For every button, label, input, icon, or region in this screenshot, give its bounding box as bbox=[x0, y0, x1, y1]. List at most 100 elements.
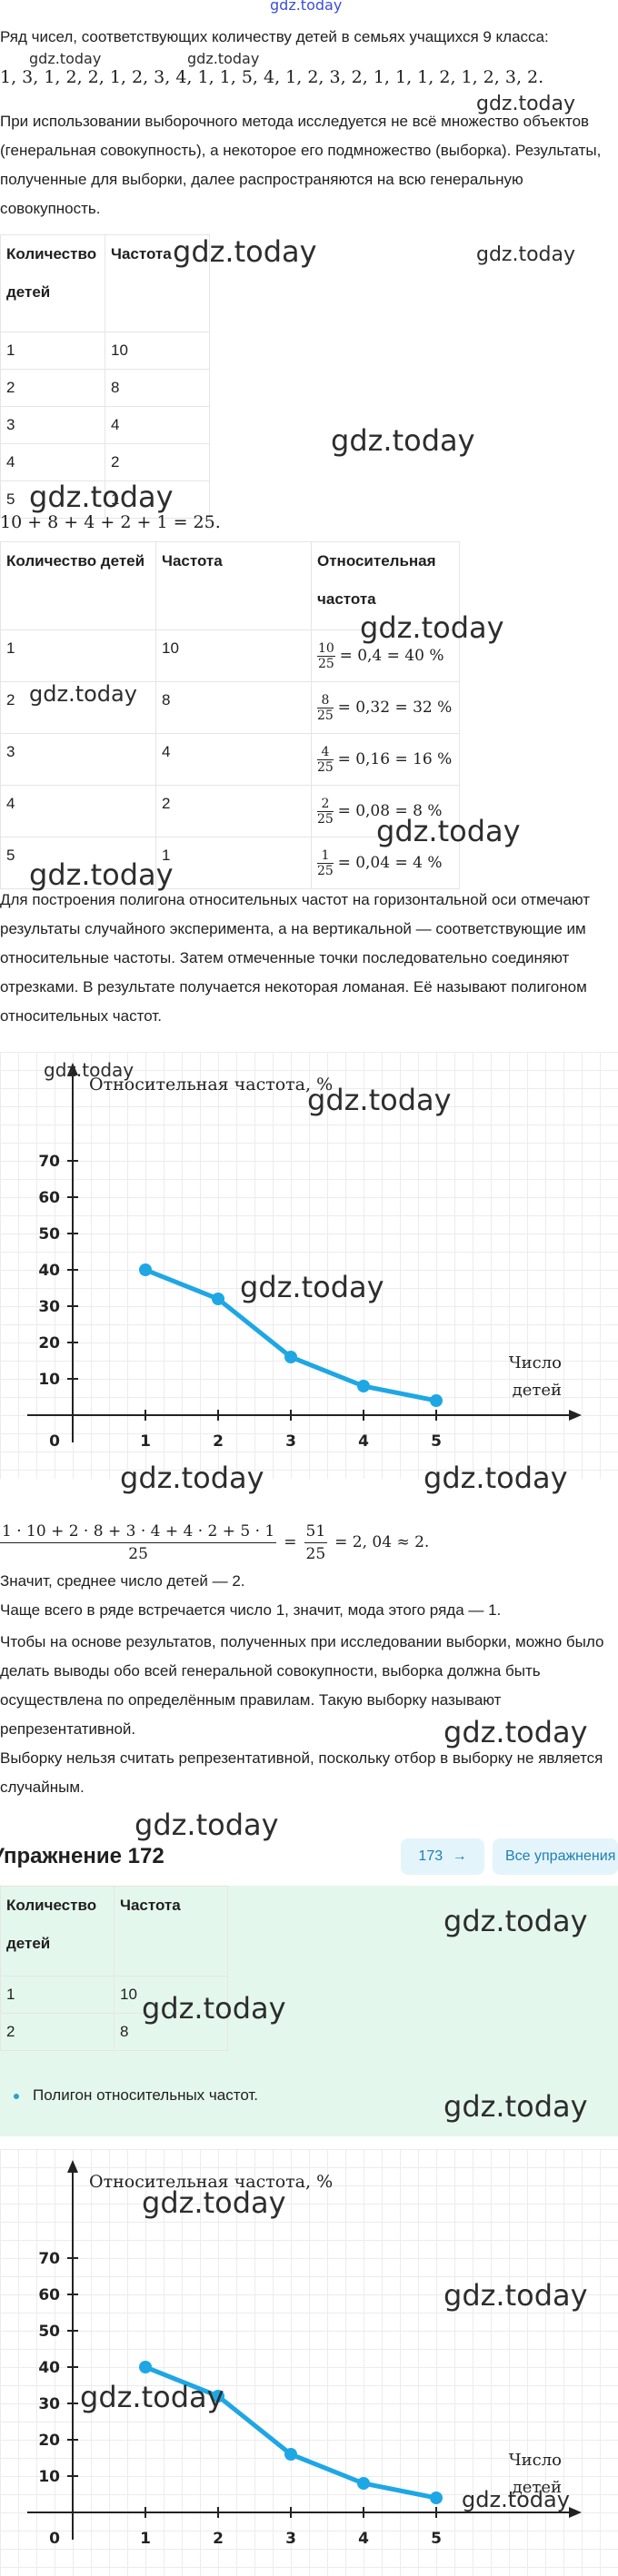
watermark: gdz.today bbox=[331, 423, 475, 458]
frequency-table: Количество детей Частота 1 10 2 8 3 4 4 … bbox=[0, 234, 210, 519]
y-tick-label: 20 bbox=[38, 1334, 60, 1352]
x-axis-label: детей bbox=[513, 1381, 562, 1400]
cell-freq: 2 bbox=[155, 785, 312, 837]
polygon-chart-1: 10 20 30 40 50 60 70 1 2 3 4 5 0 Относительная частот… bbox=[0, 1052, 618, 1479]
header-count: Количество детей bbox=[0, 541, 156, 630]
solution-table: Количество детей Частота 1 10 2 8 bbox=[0, 1886, 228, 2051]
fraction-denominator: 25 bbox=[317, 863, 334, 878]
y-tick-label: 30 bbox=[38, 2395, 60, 2413]
watermark: gdz.today bbox=[476, 93, 576, 115]
fraction-numerator: 1 bbox=[317, 848, 334, 864]
table-row: 4 2 2 25 = 0,08 = 8 % bbox=[0, 785, 460, 837]
data-point bbox=[357, 2477, 370, 2490]
cell-relfreq: 4 25 = 0,16 = 16 % bbox=[311, 733, 460, 786]
next-exercise-button[interactable]: 173 → bbox=[401, 1838, 484, 1875]
relfreq-expression: = 0,4 = 40 % bbox=[339, 646, 444, 665]
table-row: 3 4 bbox=[0, 406, 210, 444]
watermark: gdz.today bbox=[240, 1270, 384, 1304]
watermark: gdz.today bbox=[142, 2185, 286, 2220]
y-tick-label: 40 bbox=[38, 1262, 60, 1280]
watermark: gdz.today bbox=[44, 1059, 135, 1081]
relative-frequency-table: Количество детей Частота Относительная ч… bbox=[0, 541, 460, 889]
header-relfreq: Относительная частота bbox=[311, 541, 460, 630]
x-axis-label: Число bbox=[509, 2451, 562, 2470]
fraction: 10 25 bbox=[317, 641, 335, 671]
cell-freq: 8 bbox=[114, 2013, 228, 2051]
watermark: gdz.today bbox=[135, 1808, 279, 1842]
data-point bbox=[212, 1293, 224, 1305]
watermark: gdz.today bbox=[29, 50, 102, 67]
cell-count: 2 bbox=[0, 369, 105, 407]
fraction-denominator: 25 bbox=[317, 759, 334, 775]
arrow-right-icon: → bbox=[452, 1848, 467, 1864]
polygon-chart-2: 10 20 30 40 50 60 70 1 2 3 4 5 0 Относительная частот… bbox=[0, 2149, 618, 2576]
watermark: gdz.today bbox=[476, 243, 576, 266]
cell-relfreq: 10 25 = 0,4 = 40 % bbox=[311, 629, 460, 682]
table-row: 2 8 bbox=[0, 2013, 228, 2051]
equals-sign: = bbox=[284, 1533, 297, 1551]
paragraph-polygon: Для построения полигона относительных ча… bbox=[0, 891, 591, 1025]
fraction-denominator: 25 bbox=[317, 811, 334, 827]
cell-freq: 10 bbox=[114, 1976, 228, 2014]
all-exercises-button[interactable]: Все упражнения bbox=[493, 1838, 618, 1875]
intro-line: Ряд чисел, соответствующих количеству де… bbox=[0, 28, 549, 45]
site-logo[interactable]: gdz.today bbox=[270, 0, 343, 14]
y-tick-label: 40 bbox=[38, 2359, 60, 2377]
y-axis-label: Относительная частота, % bbox=[89, 2172, 333, 2192]
table-row: 2 8 bbox=[0, 369, 210, 407]
relfreq-expression: = 0,32 = 32 % bbox=[337, 698, 453, 717]
watermark: gdz.today bbox=[307, 1083, 452, 1117]
fraction: 4 25 bbox=[317, 745, 334, 775]
cell-count: 4 bbox=[0, 443, 105, 481]
cell-relfreq: 1 25 = 0,04 = 4 % bbox=[311, 837, 460, 889]
table-header-row: Количество детей Частота Относительная ч… bbox=[0, 541, 460, 630]
conclusion-mode: Чаще всего в ряде встречается число 1, з… bbox=[0, 1601, 502, 1619]
watermark: gdz.today bbox=[424, 1461, 568, 1495]
watermark: gdz.today bbox=[444, 2089, 588, 2124]
y-tick-label: 50 bbox=[38, 1225, 60, 1243]
watermark: gdz.today bbox=[444, 1904, 588, 1938]
origin-label: 0 bbox=[49, 1432, 60, 1451]
fraction: 1 · 10 + 2 · 8 + 3 · 4 + 4 · 2 + 5 · 1 2… bbox=[0, 1521, 277, 1565]
data-point bbox=[284, 2448, 297, 2461]
relfreq-expression: = 0,08 = 8 % bbox=[337, 801, 443, 820]
y-tick-label: 30 bbox=[38, 1298, 60, 1316]
cell-freq: 8 bbox=[105, 369, 210, 407]
watermark: gdz.today bbox=[80, 2380, 224, 2414]
header-count: Количество детей bbox=[0, 1886, 115, 1977]
cell-count: 5 bbox=[0, 837, 156, 889]
fraction-numerator: 51 bbox=[304, 1521, 328, 1543]
table-row: 5 1 bbox=[0, 481, 210, 519]
cell-count: 3 bbox=[0, 406, 105, 444]
fraction-numerator: 1 · 10 + 2 · 8 + 3 · 4 + 4 · 2 + 5 · 1 bbox=[0, 1521, 277, 1543]
cell-freq: 10 bbox=[155, 629, 312, 682]
watermark: gdz.today bbox=[173, 234, 317, 269]
fraction: 1 25 bbox=[317, 848, 334, 878]
header-count: Количество детей bbox=[0, 234, 105, 332]
header-label: Количество детей bbox=[6, 552, 145, 570]
fraction-denominator: 25 bbox=[318, 656, 334, 671]
cell-freq: 2 bbox=[105, 443, 210, 481]
fraction-numerator: 10 bbox=[317, 640, 335, 657]
conclusion-representative: Чтобы на основе результатов, полученных … bbox=[0, 1633, 604, 1738]
cell-count: 2 bbox=[0, 681, 156, 734]
cell-count: 3 bbox=[0, 733, 156, 786]
y-tick-label: 20 bbox=[38, 2432, 60, 2450]
header-label: Количество детей bbox=[6, 245, 97, 301]
x-tick-label: 2 bbox=[213, 2530, 224, 2548]
table-header-row: Количество детей Частота bbox=[0, 234, 210, 332]
relfreq-expression: = 0,16 = 16 % bbox=[337, 749, 453, 768]
x-axis-label: детей bbox=[513, 2478, 562, 2497]
cell-count: 2 bbox=[0, 2013, 115, 2051]
y-tick-label: 10 bbox=[38, 2468, 60, 2486]
x-tick-label: 4 bbox=[358, 1432, 369, 1451]
x-tick-label: 3 bbox=[285, 1432, 296, 1451]
y-tick-label: 70 bbox=[38, 2250, 60, 2268]
origin-label: 0 bbox=[49, 2530, 60, 2548]
cell-freq: 1 bbox=[105, 481, 210, 519]
watermark: gdz.today bbox=[360, 610, 504, 645]
data-point bbox=[284, 1351, 297, 1363]
x-tick-label: 2 bbox=[213, 1432, 224, 1451]
data-point bbox=[139, 1263, 152, 1276]
